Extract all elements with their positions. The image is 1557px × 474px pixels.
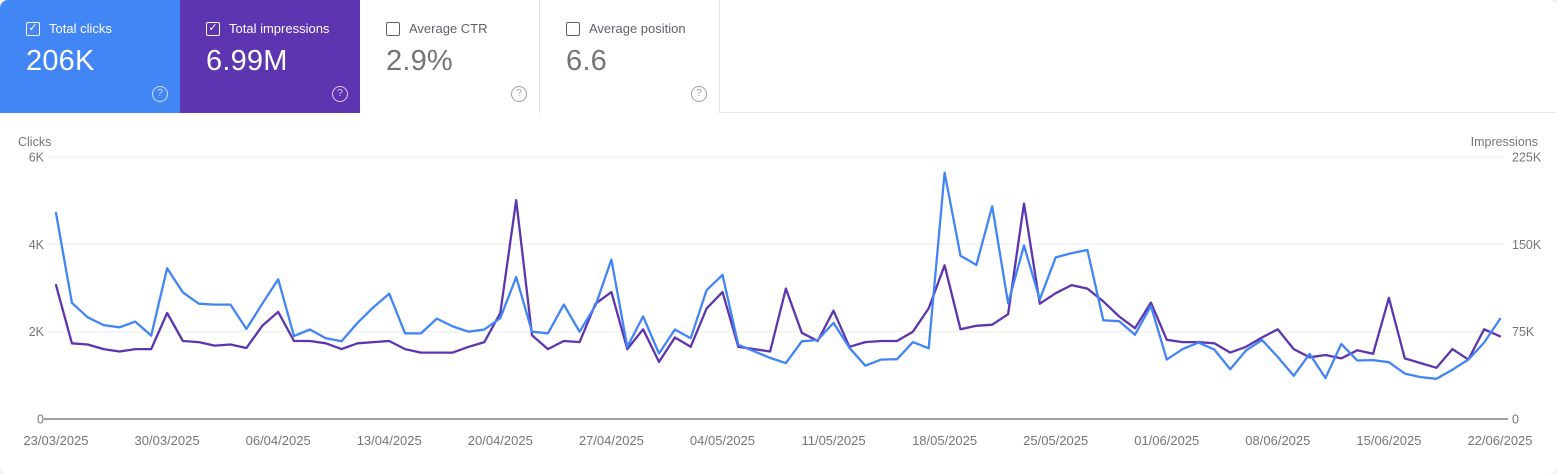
date-tick-label: 15/06/2025 [1356,433,1421,448]
date-axis-labels: 23/03/2025 30/03/2025 06/04/2025 13/04/2025… [23,433,1532,448]
total-clicks-checkbox[interactable]: ✓ [26,21,40,36]
date-tick-label: 30/03/2025 [135,433,200,448]
date-tick-label: 18/05/2025 [912,433,977,448]
average-ctr-value: 2.9% [386,45,453,77]
clicks-axis-title: Clicks [18,135,51,149]
clicks-line[interactable] [54,171,1502,380]
metric-cards-row: ✓ Total clicks 206K ? ✓ Total impression… [0,0,1557,113]
impressions-axis-title: Impressions [1471,135,1538,149]
metric-card-total-impressions[interactable]: ✓ Total impressions 6.99M ? [180,0,360,113]
total-impressions-value: 6.99M [206,45,288,77]
checkmark-icon: ✓ [208,22,218,34]
performance-chart[interactable]: Clicks Impressions 6K 4K 2K 0 225K 150K 75K 0 … [0,113,1557,474]
clicks-axis-ticks: 6K 4K 2K 0 [29,151,45,427]
card-header: ✓ Total impressions [206,21,360,36]
date-tick-label: 13/04/2025 [357,433,422,448]
total-clicks-value: 206K [26,45,95,77]
date-tick-label: 08/06/2025 [1245,433,1310,448]
date-tick-label: 01/06/2025 [1134,433,1199,448]
impressions-tick-label: 75K [1512,325,1535,339]
checkmark-icon: ✓ [28,22,38,34]
date-tick-label: 04/05/2025 [690,433,755,448]
impressions-tick-label: 225K [1512,151,1542,165]
help-icon[interactable]: ? [332,86,348,102]
help-icon[interactable]: ? [152,86,168,102]
impressions-tick-label: 150K [1512,238,1542,252]
clicks-tick-label: 0 [37,413,44,427]
card-header: ✓ Total clicks [26,21,180,36]
date-tick-label: 11/05/2025 [801,433,865,448]
card-header: Average position [566,21,719,36]
clicks-tick-label: 2K [29,325,45,339]
clicks-tick-label: 6K [29,151,45,165]
date-tick-label: 23/03/2025 [23,433,88,448]
total-impressions-checkbox[interactable]: ✓ [206,21,220,36]
card-header: Average CTR [386,21,539,36]
card-label: Total clicks [49,21,112,36]
date-tick-label: 20/04/2025 [468,433,533,448]
metric-card-total-clicks[interactable]: ✓ Total clicks 206K ? [0,0,180,113]
impressions-tick-label: 0 [1512,413,1519,427]
date-tick-label: 06/04/2025 [246,433,311,448]
average-position-checkbox[interactable] [566,21,580,36]
help-icon[interactable]: ? [691,86,707,102]
impressions-line[interactable] [54,198,1502,369]
date-tick-label: 25/05/2025 [1023,433,1088,448]
average-position-value: 6.6 [566,45,607,77]
impressions-axis-ticks: 225K 150K 75K 0 [1512,151,1542,427]
metric-card-average-position[interactable]: Average position 6.6 ? [540,0,720,113]
average-ctr-checkbox[interactable] [386,21,400,36]
help-icon[interactable]: ? [511,86,527,102]
date-tick-label: 27/04/2025 [579,433,644,448]
metric-card-average-ctr[interactable]: Average CTR 2.9% ? [360,0,540,113]
card-label: Average CTR [409,21,488,36]
gridlines [44,156,1508,420]
clicks-tick-label: 4K [29,238,45,252]
card-label: Average position [589,21,686,36]
card-label: Total impressions [229,21,330,36]
date-tick-label: 22/06/2025 [1467,433,1532,448]
